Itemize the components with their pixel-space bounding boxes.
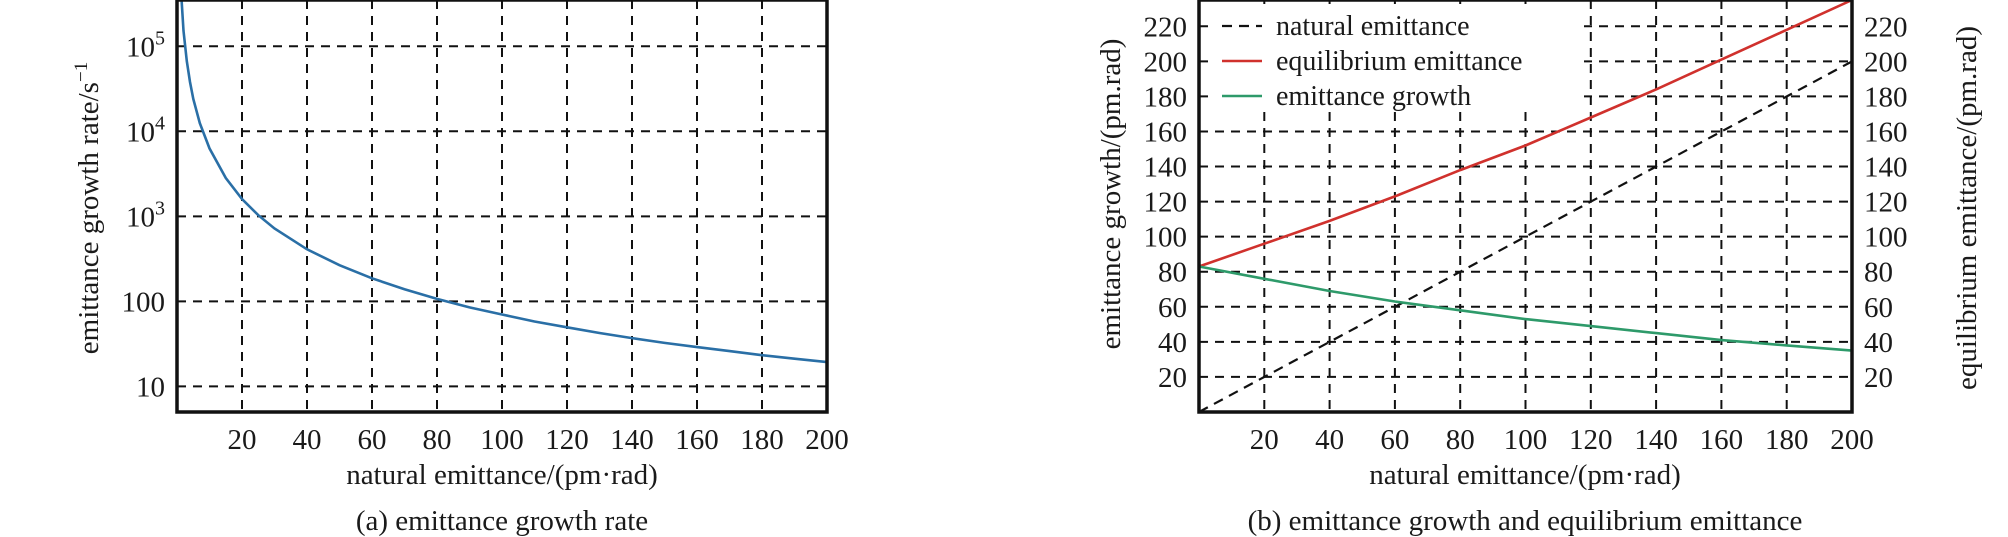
panel-b-right-y-tick-label: 140 — [1864, 152, 1908, 184]
panel-b-left-y-tick-label: 200 — [1144, 46, 1188, 78]
panel-a-y-tick-label: 104 — [126, 112, 165, 148]
panel-a-x-tick-label: 140 — [610, 424, 654, 456]
panel-a-x-tick-label: 40 — [293, 424, 322, 456]
panel-b-left-y-axis-label: emittance growth/(pm.rad) — [1095, 39, 1127, 350]
panel-b-left-y-tick-label: 120 — [1144, 187, 1188, 219]
panel-b-caption: (b) emittance growth and equilibrium emi… — [1248, 505, 1803, 537]
panel-b-left-y-tick-label: 180 — [1144, 81, 1188, 113]
panel-b-left-y-tick-label: 140 — [1144, 152, 1188, 184]
panel-a-y-axis-label: emittance growth rate/s−1 — [71, 62, 105, 354]
panel-b-x-tick-label: 180 — [1765, 424, 1809, 456]
panel-b-x-axis-label: natural emittance/(pm·rad) — [1369, 459, 1681, 491]
panel-b-x-tick-label: 40 — [1315, 424, 1344, 456]
panel-b-x-tick-label: 140 — [1634, 424, 1678, 456]
panel-b-legend-item-natural-emittance: natural emittance — [1222, 11, 1470, 42]
panel-b-equilibrium-emittance-line — [1198, 0, 1853, 268]
panel-a-series — [180, 0, 828, 364]
panel-a-x-tick-label: 180 — [740, 424, 784, 456]
panel-b-x-tick-label: 60 — [1380, 424, 1409, 456]
panel-b-right-y-tick-label: 180 — [1864, 81, 1908, 113]
panel-b-x-ticks: 20 40 60 80 100 120 140 160 180 200 — [1250, 424, 1874, 456]
panel-b-right-y-tick-label: 220 — [1864, 11, 1908, 43]
panel-b-legend: natural emittance equilibrium emittance em… — [1222, 11, 1522, 112]
panel-a-x-tick-label: 120 — [545, 424, 589, 456]
panel-a-y-tick-label: 103 — [126, 197, 165, 233]
panel-a-x-tick-label: 60 — [358, 424, 387, 456]
panel-b-frame — [1197, 0, 1854, 414]
panel-a-x-ticks: 20 40 60 80 100 120 140 160 180 200 — [228, 424, 849, 456]
panel-a-caption: (a) emittance growth rate — [356, 505, 648, 537]
panel-b-right-y-tick-label: 160 — [1864, 116, 1908, 148]
panel-a-x-tick-label: 80 — [423, 424, 452, 456]
panel-b-legend-background — [1214, 4, 1584, 112]
panel-b-right-y-tick-label: 120 — [1864, 187, 1908, 219]
panel-a-growth-rate-curve — [180, 0, 828, 364]
panel-b-left-y-tick-label: 60 — [1158, 292, 1187, 324]
panel-a-x-tick-label: 200 — [805, 424, 849, 456]
panel-b-emittance-growth-line — [1198, 265, 1853, 352]
panel-a-y-ticks: 10 100 103 104 105 — [122, 27, 166, 403]
panel-a-growth-rate-chart: 20 40 60 80 100 120 140 160 180 200 1010010310410… — [71, 0, 849, 537]
panel-b-left-y-tick-label: 220 — [1144, 11, 1188, 43]
panel-b-left-y-tick-label: 160 — [1144, 116, 1188, 148]
panel-b-left-y-tick-label: 80 — [1158, 257, 1187, 289]
panel-a-x-axis-label: natural emittance/(pm·rad) — [346, 459, 658, 491]
panel-a-y-axis-unit-exponent: −1 — [71, 62, 92, 82]
panel-a-x-tick-label: 100 — [480, 424, 524, 456]
panel-b-left-y-tick-label: 40 — [1158, 327, 1187, 359]
panel-b-x-tick-label: 20 — [1250, 424, 1279, 456]
panel-b-legend-label: equilibrium emittance — [1276, 46, 1522, 77]
panel-a-x-tick-label: 160 — [675, 424, 719, 456]
panel-b-left-y-tick-label: 20 — [1158, 362, 1187, 394]
panel-b-right-y-tick-label: 100 — [1864, 222, 1908, 254]
panel-a-x-tick-label: 20 — [228, 424, 257, 456]
panel-b-legend-label: emittance growth — [1276, 81, 1471, 112]
panel-b-legend-label: natural emittance — [1276, 11, 1470, 42]
panel-b-natural-emittance-line — [1198, 60, 1853, 413]
panel-a-y-tick-label: 105 — [126, 27, 165, 63]
panel-b-series — [1198, 0, 1853, 413]
panel-b-right-y-axis-label: equilibrium emittance/(pm.rad) — [1951, 26, 1983, 390]
panel-a-y-tick-label: 100 — [122, 286, 166, 318]
panel-a-grid — [177, 0, 827, 412]
panel-b-emittance-chart: 20 40 60 80 100 120 140 160 180 200 2040608010012… — [1095, 0, 1983, 537]
panel-b-right-y-tick-label: 20 — [1864, 362, 1893, 394]
panel-a-frame — [175, 0, 829, 414]
panel-b-x-tick-label: 200 — [1830, 424, 1874, 456]
panel-b-right-y-tick-label: 80 — [1864, 257, 1893, 289]
panel-b-x-tick-label: 120 — [1569, 424, 1613, 456]
panel-b-right-y-tick-label: 200 — [1864, 46, 1908, 78]
panel-b-legend-item-equilibrium-emittance: equilibrium emittance — [1222, 46, 1522, 77]
panel-a-y-tick-label: 10 — [136, 371, 165, 403]
panel-b-right-y-tick-label: 60 — [1864, 292, 1893, 324]
panel-b-right-y-tick-label: 40 — [1864, 327, 1893, 359]
panel-b-x-tick-label: 160 — [1700, 424, 1744, 456]
panel-b-left-y-tick-label: 100 — [1144, 222, 1188, 254]
panel-b-legend-item-emittance-growth: emittance growth — [1222, 81, 1471, 112]
panel-b-x-tick-label: 100 — [1504, 424, 1548, 456]
panel-b-x-tick-label: 80 — [1446, 424, 1475, 456]
